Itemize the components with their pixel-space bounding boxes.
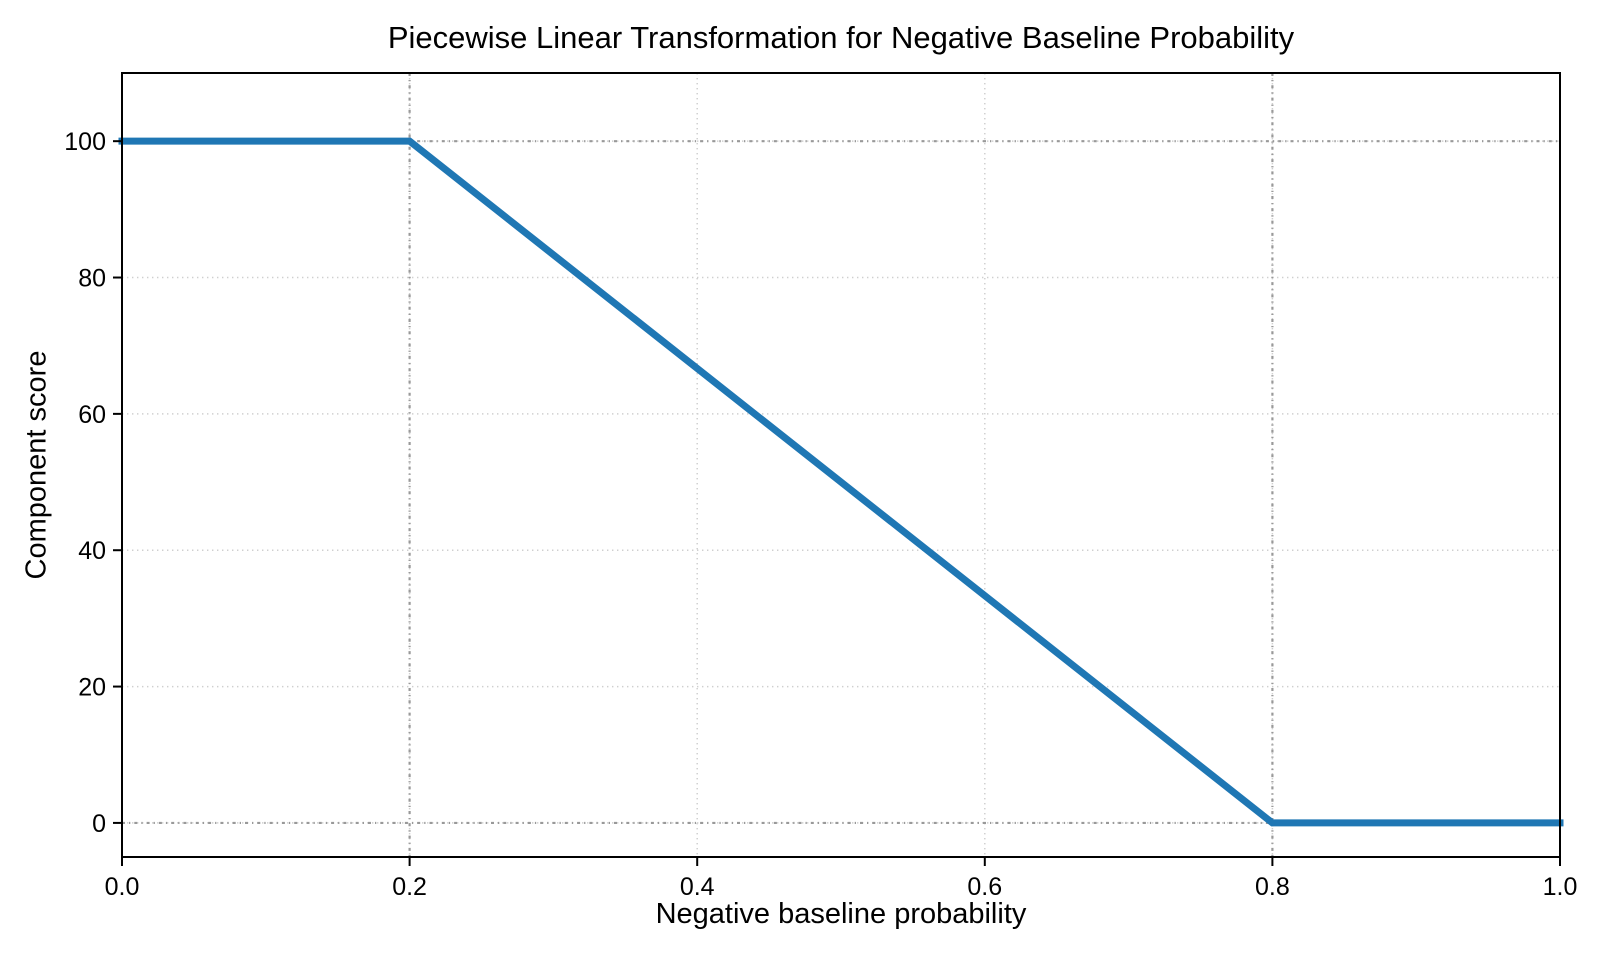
y-tick-label: 100 [64,128,106,156]
x-tick-label: 0.8 [1255,873,1290,901]
axes-spines [121,72,1561,858]
y-tick-label: 60 [78,401,106,429]
x-tick-label: 0.2 [392,873,427,901]
chart-title: Piecewise Linear Transformation for Nega… [387,20,1295,55]
y-tick-label: 20 [78,674,106,702]
y-tick-label: 40 [78,537,106,565]
x-axis-label: Negative baseline probability [655,898,1027,930]
x-tick-label: 1.0 [1543,873,1578,901]
x-tick-label: 0.4 [680,873,715,901]
y-tick-label: 80 [78,265,106,293]
y-tick-label: 0 [92,810,106,838]
data-line [118,137,1564,827]
x-tick-label: 0.6 [967,873,1002,901]
x-tick-label: 0.0 [105,873,140,901]
